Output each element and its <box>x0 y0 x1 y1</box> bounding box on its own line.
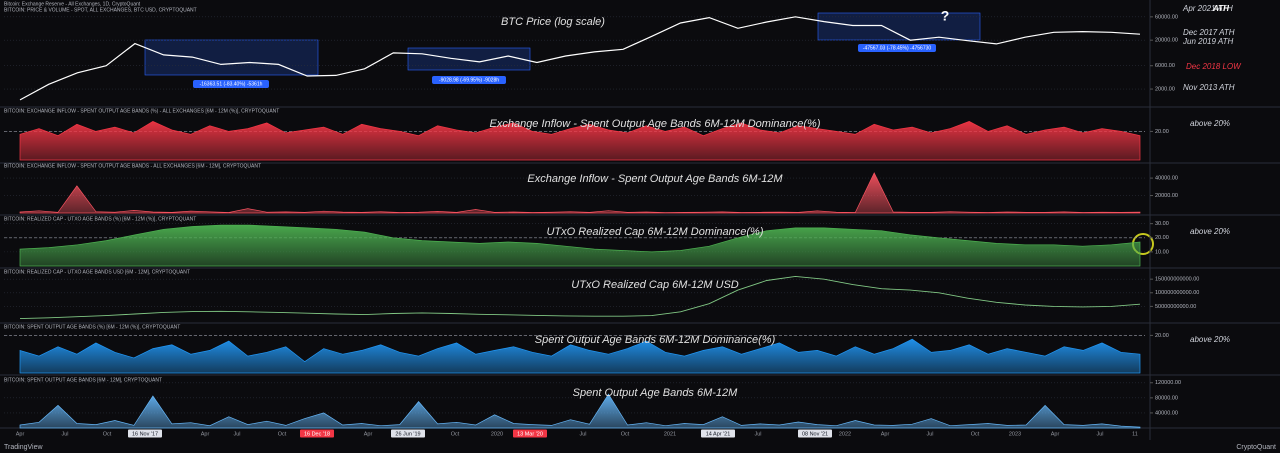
x-tick-label: Oct <box>971 431 980 437</box>
x-tick-label: Apr <box>16 431 25 437</box>
x-tick-label: Jul <box>754 431 761 437</box>
pane-header: BITCOIN: EXCHANGE INFLOW - SPENT OUTPUT … <box>4 163 261 169</box>
pane-note: above 20% <box>1190 227 1230 236</box>
measure-label-bg <box>432 76 506 84</box>
x-tick-label: 16 Nov '17 <box>132 431 158 437</box>
data-area <box>19 393 1141 429</box>
y-tick-label: 10.00 <box>1155 249 1169 255</box>
y-tick-label: 20.00 <box>1155 235 1169 241</box>
x-tick-label: Oct <box>278 431 287 437</box>
pane-title: Exchange Inflow - Spent Output Age Bands… <box>527 173 783 185</box>
pane-header: BITCOIN: REALIZED CAP - UTXO AGE BANDS (… <box>4 216 196 222</box>
y-tick-label: 40000.00 <box>1155 176 1178 182</box>
y-tick-label: 40000.00 <box>1155 410 1178 416</box>
data-area <box>19 224 1141 267</box>
x-tick-label: Jul <box>61 431 68 437</box>
x-tick-label: Apr <box>201 431 210 437</box>
data-line <box>19 275 1141 320</box>
data-area <box>19 172 1141 214</box>
pane-title: BTC Price (log scale) <box>501 16 605 28</box>
measure-label: -47567.03 (-78.45%) -4756730 <box>863 45 932 51</box>
x-tick-label: Jul <box>579 431 586 437</box>
y-tick-label: 20.00 <box>1155 333 1169 339</box>
measure-label-bg <box>193 80 269 88</box>
x-tick-label: Jul <box>1096 431 1103 437</box>
y-tick-label: 30.00 <box>1155 221 1169 227</box>
x-label-pill <box>701 429 735 438</box>
y-tick-label: 20000.00 <box>1155 193 1178 199</box>
annotation: Apr 2021 ATH <box>1182 4 1233 13</box>
y-tick-label: 80000.00 <box>1155 395 1178 401</box>
x-tick-label: Apr <box>881 431 890 437</box>
x-tick-label: 2020 <box>491 431 503 437</box>
annotation: Dec 2018 LOW <box>1186 62 1242 71</box>
x-tick-label: 16 Dec '18 <box>304 431 330 437</box>
measure-box <box>407 47 531 71</box>
annotation: Dec 2017 ATH <box>1183 28 1235 37</box>
pane-note: above 20% <box>1190 119 1230 128</box>
footer-left: TradingView <box>4 444 43 451</box>
pane-title: Spent Output Age Bands 6M-12M Dominance(… <box>535 334 776 346</box>
x-tick-label: Jul <box>233 431 240 437</box>
x-tick-label: Jul <box>926 431 933 437</box>
y-tick-label: 6000.00 <box>1155 63 1175 69</box>
x-tick-label: Oct <box>451 431 460 437</box>
pane-note: above 20% <box>1190 335 1230 344</box>
x-label-pill <box>300 429 334 438</box>
pane-title: UTxO Realized Cap 6M-12M Dominance(%) <box>546 226 763 238</box>
x-label-pill <box>391 429 425 438</box>
pane-header: BITCOIN: SPENT OUTPUT AGE BANDS [6M - 12… <box>4 377 162 383</box>
y-tick-label: 20.00 <box>1155 129 1169 135</box>
data-line <box>19 16 1141 101</box>
annotation: Jun 2019 ATH <box>1182 37 1233 46</box>
measure-label-bg <box>858 44 936 52</box>
x-tick-label: Oct <box>621 431 630 437</box>
y-tick-label: 100000000000.00 <box>1155 290 1199 296</box>
x-label-pill <box>128 429 162 438</box>
annotation: ? <box>941 8 950 24</box>
y-tick-label: 50000000000.00 <box>1155 304 1196 310</box>
y-tick-label: 150000000000.00 <box>1155 277 1199 283</box>
x-tick-label: Oct <box>103 431 112 437</box>
x-tick-label: 26 Jun '19 <box>395 431 420 437</box>
measure-box <box>817 12 981 41</box>
footer-right: CryptoQuant <box>1236 444 1276 451</box>
x-tick-label: 2023 <box>1009 431 1021 437</box>
pane-header: BITCOIN: PRICE & VOLUME - SPOT, ALL EXCH… <box>4 7 197 13</box>
x-tick-label: 2022 <box>839 431 851 437</box>
x-tick-label: 14 Apr '21 <box>706 431 731 437</box>
x-label-pill <box>798 429 832 438</box>
x-tick-label: Apr <box>1051 431 1060 437</box>
y-tick-label: 20000.00 <box>1155 38 1178 44</box>
y-tick-label: 120000.00 <box>1155 380 1181 386</box>
x-label-pill <box>513 429 547 438</box>
y-tick-label: 60000.00 <box>1155 14 1178 20</box>
pane-title: UTxO Realized Cap 6M-12M USD <box>571 279 739 291</box>
measure-label: -9028.98 (-69.95%) -9028h <box>439 77 499 83</box>
annotation: Nov 2013 ATH <box>1183 83 1235 92</box>
pane-header: BITCOIN: REALIZED CAP - UTXO AGE BANDS U… <box>4 269 190 275</box>
pane-header: BITCOIN: SPENT OUTPUT AGE BANDS (%) [6M … <box>4 324 180 330</box>
x-tick-label: 08 Nov '21 <box>802 431 828 437</box>
x-tick-label: 2021 <box>664 431 676 437</box>
annotation: ATH <box>1212 4 1229 13</box>
pane-header: BITCOIN: EXCHANGE INFLOW - SPENT OUTPUT … <box>4 108 279 114</box>
x-tick-label: 13 Mar '20 <box>517 431 543 437</box>
x-tick-label: 11 <box>1132 431 1138 437</box>
x-tick-label: Apr <box>364 431 373 437</box>
y-tick-label: 2000.00 <box>1155 87 1175 93</box>
data-area <box>19 338 1141 374</box>
pane-title: Exchange Inflow - Spent Output Age Bands… <box>490 118 821 130</box>
measure-label: -16363.51 (-83.40%) -5361h <box>200 81 263 87</box>
data-area <box>19 121 1141 161</box>
pane-title: Spent Output Age Bands 6M-12M <box>573 387 739 399</box>
chart-header: Bitcoin: Exchange Reserve - All Exchange… <box>4 1 141 7</box>
